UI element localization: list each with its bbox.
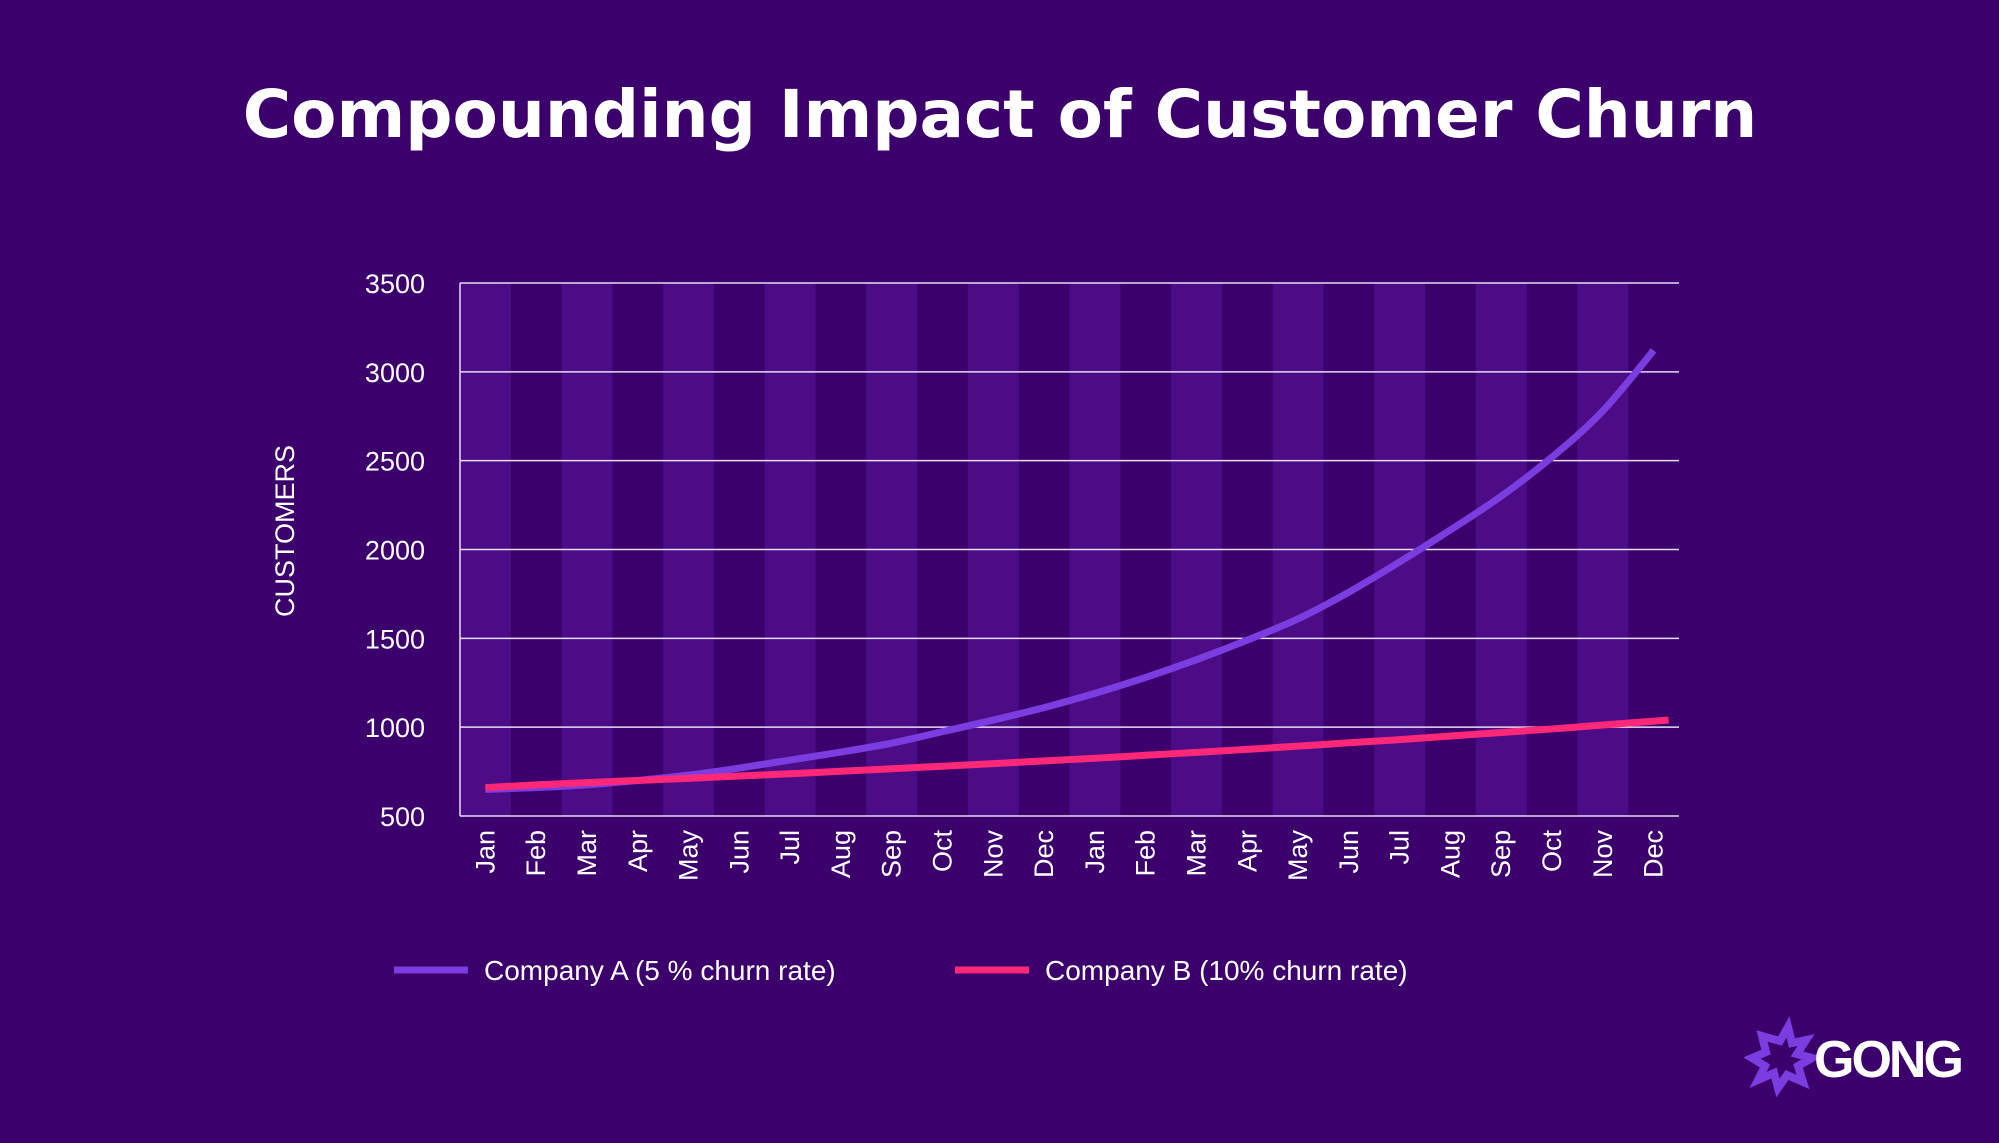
x-tick-label: May [674, 830, 704, 882]
y-axis-ticks: 500 1000 1500 2000 2500 3000 3500 [365, 269, 425, 832]
x-tick-label: Feb [1131, 830, 1161, 877]
x-tick-label: Jan [470, 830, 500, 874]
gridlines [459, 282, 1679, 817]
x-tick-label: Sep [1486, 830, 1516, 878]
x-tick-label: Apr [1232, 830, 1262, 872]
x-tick-label: Apr [623, 830, 653, 872]
series-lines [485, 348, 1669, 793]
series-line-company-b [485, 716, 1669, 792]
y-tick-label: 3500 [365, 269, 425, 299]
x-tick-label: Mar [572, 830, 602, 877]
x-tick-label: Sep [877, 830, 907, 878]
x-tick-label: Oct [928, 830, 958, 873]
x-tick-label: Aug [1435, 830, 1465, 878]
x-tick-label: Dec [1639, 830, 1669, 878]
x-tick-label: Jan [1080, 830, 1110, 874]
x-tick-label: Jun [1334, 830, 1364, 874]
x-tick-label: Nov [978, 830, 1008, 879]
legend: Company A (5 % churn rate) Company B (10… [394, 955, 1408, 986]
y-tick-label: 3000 [365, 358, 425, 388]
logo-text: GONG [1814, 1031, 1961, 1089]
x-axis-ticks: Jan Feb Mar Apr May Jun Jul Aug Sep Oct Nov Dec Jan F… [470, 830, 1668, 882]
y-tick-label: 500 [380, 802, 425, 832]
x-tick-label: Dec [1029, 830, 1059, 878]
x-tick-label: Nov [1588, 830, 1618, 879]
y-axis-label: CUSTOMERS [270, 445, 300, 617]
x-tick-label: Feb [521, 830, 551, 877]
starburst-icon [1743, 1016, 1823, 1098]
gong-logo: GONG [1743, 1016, 1964, 1098]
y-tick-label: 1500 [365, 624, 425, 654]
y-tick-label: 2000 [365, 536, 425, 566]
chart-title: Compounding Impact of Customer Churn [243, 76, 1758, 153]
x-tick-label: Oct [1537, 830, 1567, 873]
x-tick-label: Mar [1181, 830, 1211, 877]
x-tick-label: Jun [724, 830, 754, 874]
y-tick-label: 2500 [365, 447, 425, 477]
x-tick-label: Aug [826, 830, 856, 878]
x-tick-label: May [1283, 830, 1313, 882]
legend-label-company-b: Company B (10% churn rate) [1045, 955, 1408, 986]
x-tick-label: Jul [775, 830, 805, 865]
legend-label-company-a: Company A (5 % churn rate) [484, 955, 836, 986]
x-tick-label: Jul [1385, 830, 1415, 865]
y-tick-label: 1000 [365, 713, 425, 743]
